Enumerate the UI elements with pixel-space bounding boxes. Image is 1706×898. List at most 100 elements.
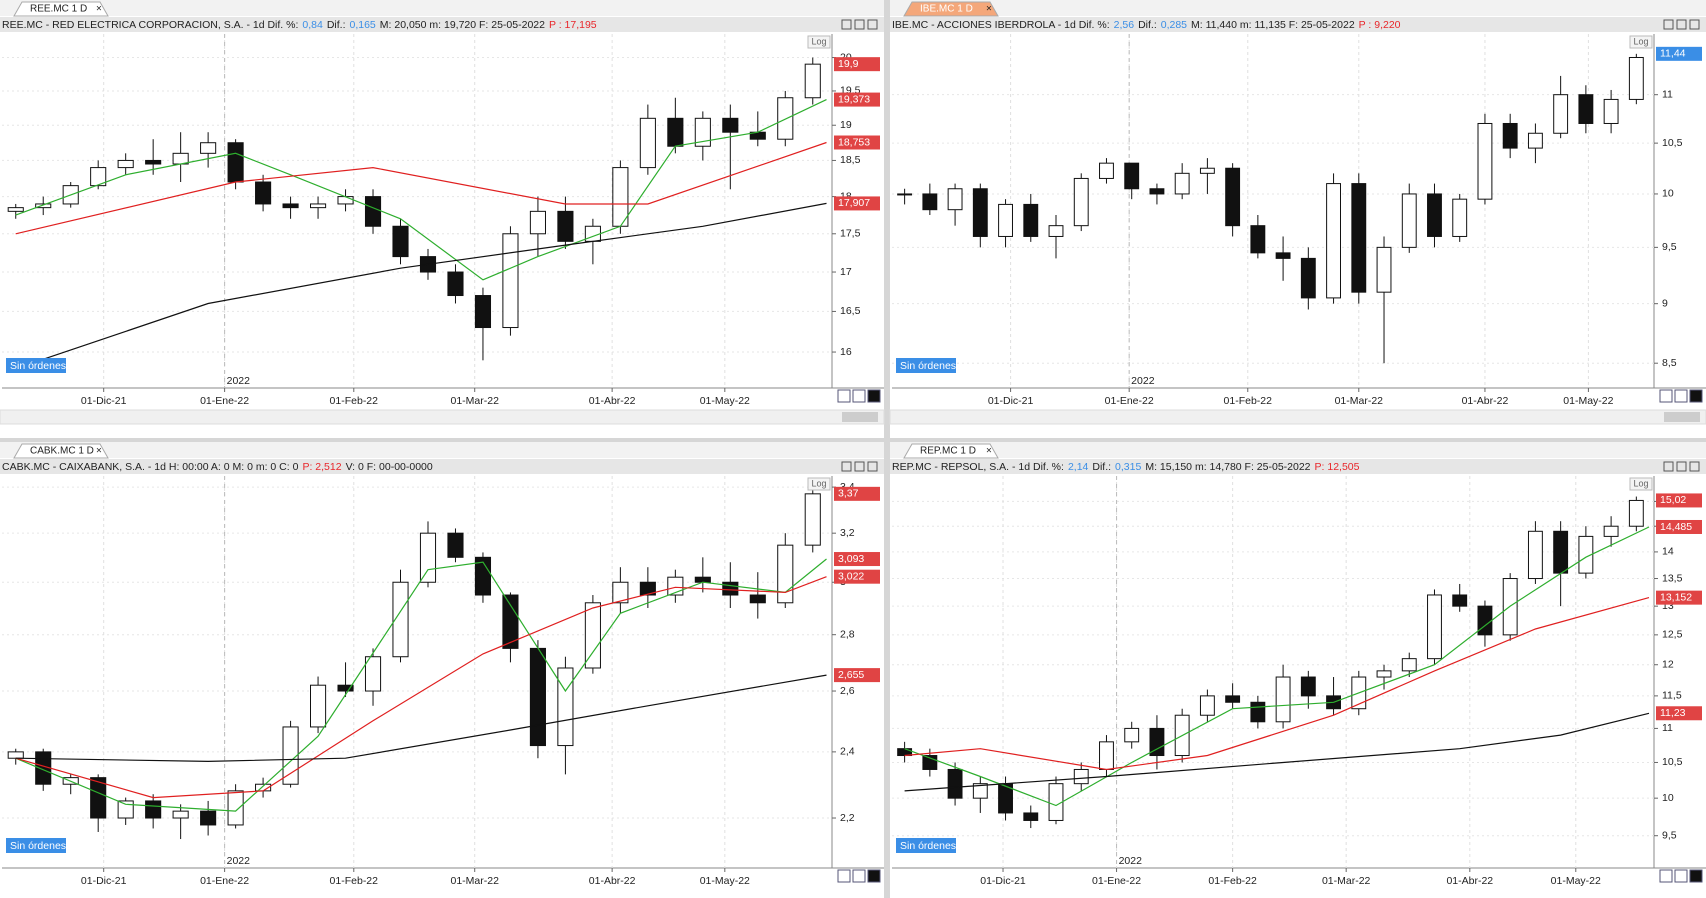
toolbar-button[interactable] [1659, 869, 1673, 883]
x-tick-label: 01-Dic-21 [988, 395, 1034, 407]
header-part: 0,285 [1161, 19, 1187, 31]
candle-body [1225, 695, 1241, 703]
y-tick-label: 2,8 [840, 628, 855, 640]
header-bar [890, 459, 1706, 474]
tab-close[interactable]: × [986, 446, 992, 457]
window-button[interactable] [1689, 461, 1700, 472]
toolbar-button[interactable] [852, 869, 866, 883]
candle-body [474, 556, 492, 596]
candle-body [7, 751, 24, 759]
window-button[interactable] [867, 461, 878, 472]
window-button[interactable] [841, 461, 852, 472]
toolbar-button[interactable] [1659, 389, 1673, 403]
plot-area [2, 476, 832, 868]
orders-badge [6, 838, 66, 853]
tab-label[interactable]: IBE.MC 1 D [920, 4, 973, 15]
header-part: 0,165 [350, 19, 376, 31]
candle-body [1401, 658, 1417, 672]
toolbar-button[interactable] [1674, 389, 1688, 403]
tab[interactable] [903, 443, 999, 459]
candle-body [639, 581, 656, 596]
candle-body [117, 800, 134, 819]
candle-body [1073, 768, 1089, 785]
log-button-label[interactable]: Log [1633, 36, 1648, 46]
candle-body [639, 117, 656, 169]
x-tick-label: 01-Abr-22 [589, 395, 636, 407]
price-label: 18,753 [838, 136, 870, 148]
window-button[interactable] [867, 19, 878, 30]
header-part: Dif.: [1138, 19, 1157, 31]
candle-body [777, 97, 794, 140]
window-button[interactable] [1663, 461, 1674, 472]
scroll-thumb[interactable] [842, 412, 878, 422]
toolbar-button[interactable] [1689, 869, 1703, 883]
window-button[interactable] [1689, 19, 1700, 30]
candle-body [337, 196, 354, 205]
candle-body [1578, 94, 1594, 124]
toolbar-button[interactable] [837, 869, 851, 883]
x-tick-label: 01-Mar-22 [450, 875, 499, 887]
toolbar-button[interactable] [837, 389, 851, 403]
header-part: P : 9,220 [1359, 19, 1401, 31]
candle-body [282, 726, 299, 785]
tab[interactable] [13, 443, 109, 459]
candle-body [364, 196, 382, 227]
toolbar-button[interactable] [852, 389, 866, 403]
candle-body [255, 181, 272, 205]
window-button[interactable] [854, 461, 865, 472]
price-label: 19,9 [838, 58, 859, 70]
candle-body [1099, 162, 1114, 179]
window-button[interactable] [1676, 461, 1687, 472]
y-tick-label: 2,4 [840, 746, 855, 758]
candle-body [1578, 535, 1594, 574]
log-button-label[interactable]: Log [1633, 478, 1648, 488]
header-part: M: 15,150 m: 14,780 F: 25-05-2022 [1145, 461, 1310, 473]
window-button[interactable] [1663, 19, 1674, 30]
candle-body [804, 63, 821, 99]
candle-body [667, 117, 684, 147]
tab-label[interactable]: REP.MC 1 D [920, 446, 976, 457]
y-tick-label: 8,5 [1662, 357, 1677, 369]
toolbar-button[interactable] [1689, 389, 1703, 403]
x-tick-label: 01-May-22 [700, 395, 750, 407]
tab[interactable] [903, 1, 999, 17]
candle-body [1174, 172, 1190, 195]
y-tick-label: 18 [840, 190, 852, 202]
candle-body [998, 203, 1013, 237]
tab-close[interactable]: × [96, 446, 102, 457]
x-tick-label: 01-Ene-22 [1092, 875, 1141, 887]
x-tick-label: 01-Feb-22 [330, 395, 379, 407]
log-button[interactable] [1629, 35, 1653, 49]
scrollbar[interactable] [0, 409, 885, 425]
log-button[interactable] [1629, 477, 1653, 491]
window-button[interactable] [854, 19, 865, 30]
scroll-thumb[interactable] [1664, 412, 1700, 422]
price-label-box [834, 569, 880, 584]
log-button[interactable] [807, 35, 831, 49]
header: CABK.MC - CAIXABANK, S.A. - 1d H: 00:00 … [2, 461, 433, 473]
candle-body [694, 117, 711, 147]
tab-close[interactable]: × [96, 4, 102, 15]
candle-body [1553, 94, 1569, 134]
toolbar-button[interactable] [867, 869, 881, 883]
candle-body [447, 532, 464, 558]
log-button[interactable] [807, 477, 831, 491]
tab[interactable] [13, 1, 109, 17]
header-part: M: 11,440 m: 11,135 F: 25-05-2022 [1191, 19, 1355, 31]
log-button-label[interactable]: Log [811, 478, 826, 488]
candle-body [227, 142, 244, 183]
y-tick-label: 11,5 [1662, 690, 1682, 702]
tab-label[interactable]: CABK.MC 1 D [30, 446, 94, 457]
scrollbar[interactable] [889, 409, 1706, 425]
window-button[interactable] [841, 19, 852, 30]
price-label: 11,44 [1660, 48, 1686, 60]
y-tick-label: 9,5 [1662, 241, 1677, 253]
log-button-label[interactable]: Log [811, 36, 826, 46]
tab-close[interactable]: × [986, 4, 992, 15]
tab-label[interactable]: REE.MC 1 D [30, 4, 87, 15]
x-tick-label: 01-Mar-22 [1322, 875, 1371, 887]
window-button[interactable] [1676, 19, 1687, 30]
toolbar-button[interactable] [1674, 869, 1688, 883]
header-bar [0, 459, 884, 474]
toolbar-button[interactable] [867, 389, 881, 403]
